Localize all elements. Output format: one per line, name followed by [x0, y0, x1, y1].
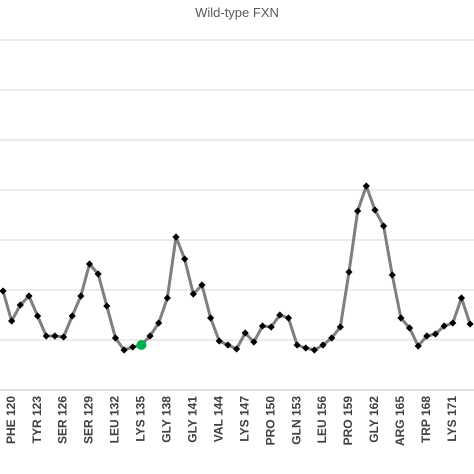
marker	[345, 268, 353, 276]
marker	[284, 314, 293, 322]
marker	[319, 341, 327, 349]
marker	[267, 323, 275, 331]
marker	[397, 314, 405, 322]
marker	[224, 341, 232, 349]
marker	[449, 319, 457, 327]
x-tick-label: PRO 150	[263, 396, 277, 446]
marker	[232, 345, 241, 353]
marker	[423, 332, 431, 340]
marker	[146, 332, 154, 340]
x-tick-label: TRP 168	[419, 396, 433, 443]
marker	[68, 312, 76, 320]
chart-title: Wild-type FXN	[195, 5, 279, 20]
x-tick-label: GLY 141	[185, 396, 199, 443]
marker	[85, 260, 94, 268]
marker	[163, 294, 171, 302]
marker	[241, 329, 249, 337]
marker	[457, 294, 466, 302]
marker	[250, 338, 258, 346]
highlight-marker	[136, 340, 147, 350]
marker	[388, 271, 396, 279]
marker	[328, 334, 336, 342]
x-tick-label: ARG 165	[393, 396, 407, 446]
series-line	[1, 184, 472, 352]
marker	[431, 330, 440, 338]
x-tick-label: GLY 162	[367, 396, 381, 443]
marker	[207, 314, 215, 322]
x-tick-label: LEU 132	[108, 396, 122, 444]
x-tick-label: SER 129	[82, 396, 96, 444]
marker	[405, 324, 414, 332]
marker	[0, 287, 7, 295]
marker	[380, 222, 388, 230]
marker	[42, 332, 50, 340]
marker	[120, 346, 128, 354]
x-tick-label: LEU 156	[315, 396, 329, 444]
marker	[94, 270, 102, 278]
marker	[155, 319, 163, 327]
marker	[276, 311, 284, 319]
marker	[310, 346, 318, 354]
marker	[8, 317, 16, 325]
marker	[34, 312, 42, 320]
marker	[59, 333, 68, 341]
x-tick-label: LYS 135	[134, 396, 148, 442]
x-tick-label: SER 126	[56, 396, 70, 444]
marker	[354, 207, 362, 215]
marker	[129, 343, 137, 351]
marker	[414, 342, 422, 350]
x-tick-label: LYS 147	[237, 396, 251, 442]
marker	[16, 301, 24, 309]
marker	[336, 323, 344, 331]
x-tick-label: GLY 138	[160, 396, 174, 443]
x-tick-label: PHE 120	[4, 396, 18, 444]
x-tick-label: TYR 123	[30, 396, 44, 444]
marker	[181, 255, 189, 263]
marker	[362, 182, 370, 190]
x-tick-label: LYS 171	[445, 396, 459, 442]
x-tick-label: GLN 153	[289, 396, 303, 445]
marker	[103, 302, 111, 310]
marker	[198, 281, 206, 289]
x-tick-label: VAL 144	[211, 396, 225, 443]
marker	[111, 334, 120, 342]
marker	[371, 206, 379, 214]
marker	[189, 290, 197, 298]
marker	[258, 322, 267, 330]
marker	[172, 233, 180, 241]
marker	[215, 337, 223, 345]
marker	[466, 320, 474, 328]
marker	[77, 292, 85, 300]
marker	[293, 341, 301, 349]
marker	[440, 322, 448, 330]
marker	[25, 292, 33, 300]
x-tick-label: PRO 159	[341, 396, 355, 446]
marker	[302, 344, 310, 352]
marker	[51, 332, 59, 340]
